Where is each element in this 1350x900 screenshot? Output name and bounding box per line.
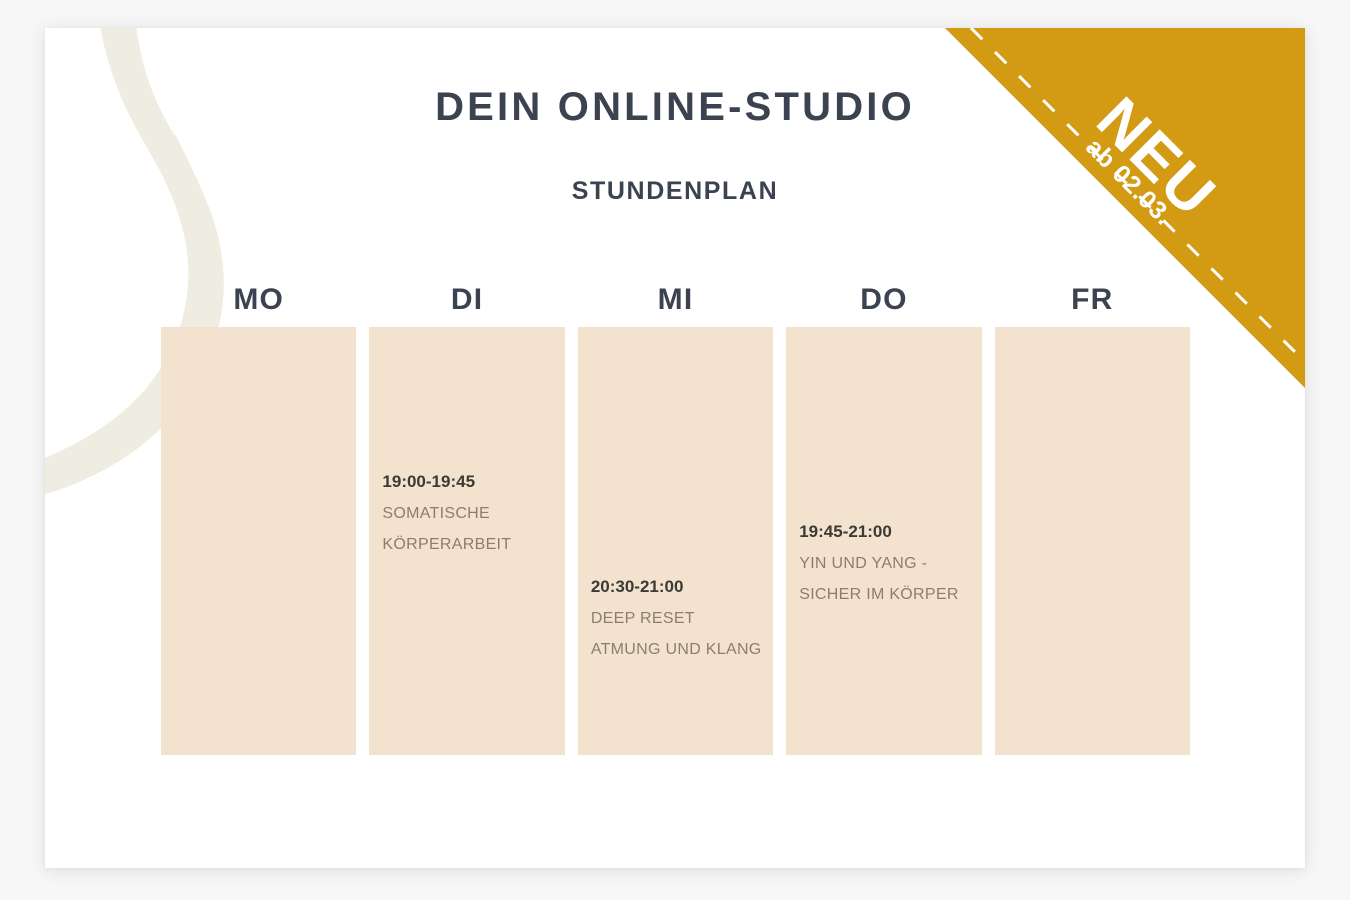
day-header-do: DO — [860, 283, 908, 316]
day-header-di: DI — [450, 283, 484, 316]
day-column-fr: FR — [994, 273, 1191, 755]
day-body-do: 19:45-21:00 YIN UND YANG - SICHER IM KÖR… — [786, 327, 982, 755]
day-header-fr: FR — [1071, 283, 1114, 316]
day-header-mi: MI — [657, 283, 694, 316]
page-title: DEIN ONLINE-STUDIO — [435, 85, 915, 129]
class-name-line1: SOMATISCHE — [382, 505, 491, 523]
day-column-do: DO 19:45-21:00 YIN UND YANG - SICHER IM … — [786, 273, 982, 755]
day-body-di: 19:00-19:45 SOMATISCHE KÖRPERARBEIT — [369, 327, 565, 755]
class-time: 19:45-21:00 — [799, 522, 892, 541]
class-name-line1: YIN UND YANG - — [799, 555, 928, 573]
day-column-di: DI 19:00-19:45 SOMATISCHE KÖRPERARBEIT — [369, 273, 565, 755]
day-body-mo — [161, 327, 357, 755]
class-name-line2: KÖRPERARBEIT — [382, 536, 512, 554]
schedule-grid: MO DI 19:00-19:45 SOMATISCHE KÖRPERARBEI… — [161, 273, 1191, 755]
class-slot[interactable]: 19:00-19:45 SOMATISCHE KÖRPERARBEIT — [382, 465, 578, 561]
class-slot[interactable]: 19:45-21:00 YIN UND YANG - SICHER IM KÖR… — [799, 515, 995, 611]
class-time: 19:00-19:45 — [382, 472, 476, 491]
class-name-line2: ATMUNG UND KLANG — [590, 641, 762, 659]
day-column-mi: MI 20:30-21:00 DEEP RESET ATMUNG UND KLA… — [577, 273, 774, 755]
class-time: 20:30-21:00 — [590, 577, 684, 596]
class-name-line2: SICHER IM KÖRPER — [799, 586, 959, 604]
day-body-fr — [994, 327, 1191, 755]
poster-card: DEIN ONLINE-STUDIO STUNDENPLAN MO DI 19:… — [45, 28, 1305, 868]
page-subtitle: STUNDENPLAN — [571, 177, 779, 205]
class-name-line1: DEEP RESET — [590, 610, 695, 628]
class-slot[interactable]: 20:30-21:00 DEEP RESET ATMUNG UND KLANG — [591, 570, 787, 666]
day-header-mo: MO — [233, 283, 285, 316]
day-body-mi: 20:30-21:00 DEEP RESET ATMUNG UND KLANG — [577, 327, 774, 755]
day-column-mo: MO — [161, 273, 357, 755]
title-block: DEIN ONLINE-STUDIO STUNDENPLAN — [45, 83, 1305, 206]
